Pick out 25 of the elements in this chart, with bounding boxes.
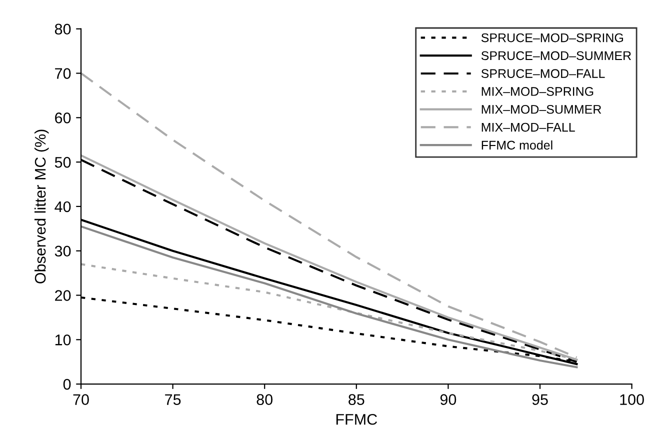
y-tick-label: 80: [54, 24, 71, 35]
y-tick-label: 60: [55, 112, 71, 124]
x-tick-label: 70: [73, 394, 89, 406]
legend-label: SPRUCE–MOD–SPRING: [481, 33, 623, 42]
x-tick-label: 100: [620, 394, 644, 406]
y-axis-title: Observed litter MC (%): [34, 130, 49, 284]
x-tick-label: 95: [532, 394, 548, 406]
y-tick-label: 0: [63, 378, 71, 390]
y-tick-label: 70: [55, 68, 71, 79]
legend-label: MIX–MOD–SPRING: [482, 87, 594, 96]
y-tick-label: 50: [54, 156, 71, 168]
y-tick-label: 30: [54, 246, 71, 257]
x-tick-label: 80: [256, 394, 272, 406]
x-tick-label: 85: [348, 394, 364, 406]
legend-label: SPRUCE–MOD–SUMMER: [481, 51, 631, 60]
legend-label: FFMC model: [482, 140, 552, 150]
legend-label: MIX–MOD–SUMMER: [482, 104, 602, 114]
legend-label: MIX–MOD–FALL: [482, 122, 575, 132]
y-tick-label: 40: [54, 201, 71, 212]
legend-label: SPRUCE–MOD–FALL: [481, 69, 605, 78]
x-tick-label: 75: [165, 394, 181, 406]
y-tick-label: 20: [55, 290, 71, 301]
x-tick-label: 90: [440, 394, 456, 406]
y-tick-label: 10: [55, 334, 71, 346]
x-axis-title: FFMC: [336, 414, 378, 425]
